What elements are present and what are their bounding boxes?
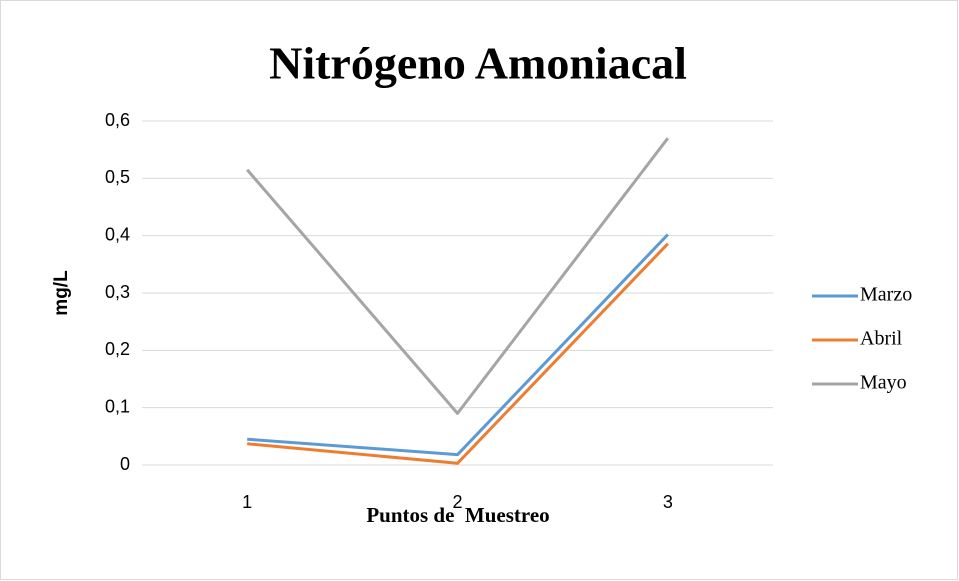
- y-tick-label: 0,6: [105, 110, 130, 130]
- legend-label: Abril: [860, 328, 903, 350]
- y-tick-label: 0,5: [105, 167, 130, 187]
- legend-label: Mayo: [860, 372, 907, 394]
- y-tick-label: 0,3: [105, 282, 130, 302]
- y-tick-label: 0,2: [105, 339, 130, 359]
- y-tick-label: 0,4: [105, 224, 130, 244]
- y-tick-label: 0,1: [105, 396, 130, 416]
- y-tick-label: 0: [120, 454, 130, 474]
- x-tick-label: 3: [663, 492, 673, 512]
- series-line: [247, 233, 669, 457]
- series-line: [246, 137, 670, 415]
- x-axis-label: Puntos de Muestreo: [366, 503, 549, 527]
- y-axis-label: mg/L: [51, 270, 72, 316]
- x-tick-label: 1: [242, 492, 252, 512]
- series-line: [247, 242, 669, 465]
- chart-title: Nitrógeno Amoniacal: [269, 38, 687, 89]
- x-tick-label: 2: [452, 492, 462, 512]
- legend-label: Marzo: [860, 284, 912, 306]
